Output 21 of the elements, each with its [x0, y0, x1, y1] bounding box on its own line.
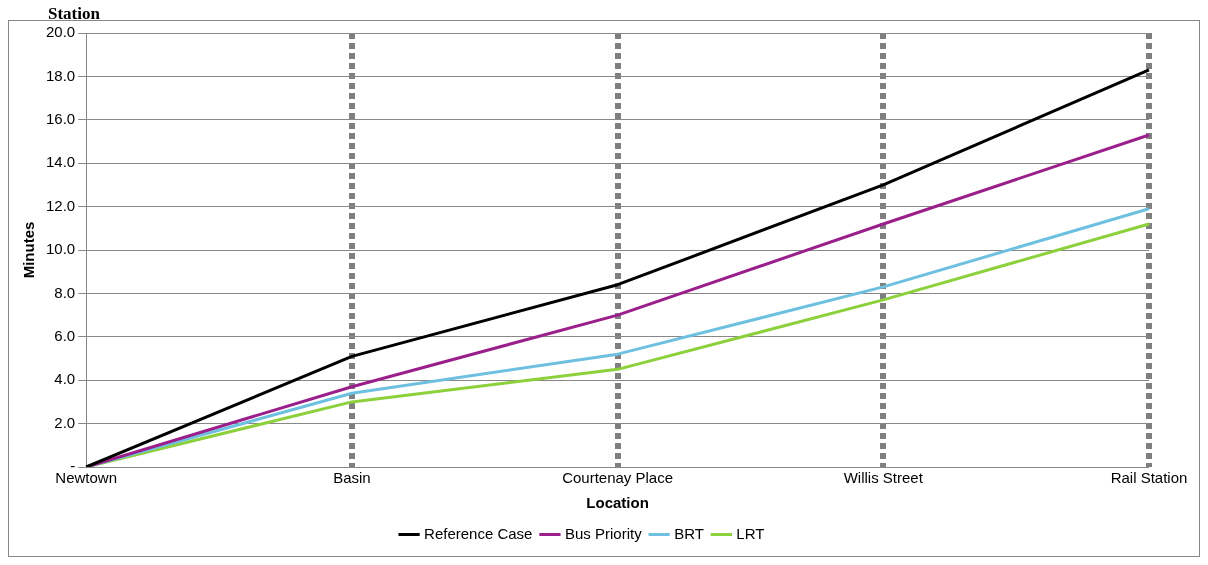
- legend-label: Reference Case: [424, 524, 533, 542]
- y-axis-title: Minutes: [20, 221, 38, 279]
- y-tick-label: 10.0: [45, 240, 76, 258]
- y-tick-label: 4.0: [54, 370, 76, 388]
- x-tick-label: Rail Station: [1110, 469, 1188, 487]
- x-tick-label: Willis Street: [843, 469, 924, 487]
- y-tick-label: 12.0: [45, 196, 76, 214]
- x-tick-label: Basin: [333, 469, 371, 487]
- y-tick-label: 14.0: [45, 153, 76, 171]
- y-tick-label: 8.0: [54, 283, 76, 301]
- x-axis-title: Location: [586, 494, 649, 512]
- legend-label: BRT: [674, 524, 704, 542]
- y-tick-label: 20.0: [45, 23, 76, 41]
- legend-label: Bus Priority: [564, 524, 643, 542]
- y-tick-label: 16.0: [45, 109, 76, 127]
- y-tick-label: 2.0: [54, 413, 76, 431]
- x-tick-label: Courtenay Place: [562, 469, 674, 487]
- y-tick-label: 6.0: [54, 326, 76, 344]
- y-tick-label: 18.0: [45, 66, 76, 84]
- legend-label: LRT: [736, 524, 765, 542]
- chart-title: Station: [47, 4, 101, 23]
